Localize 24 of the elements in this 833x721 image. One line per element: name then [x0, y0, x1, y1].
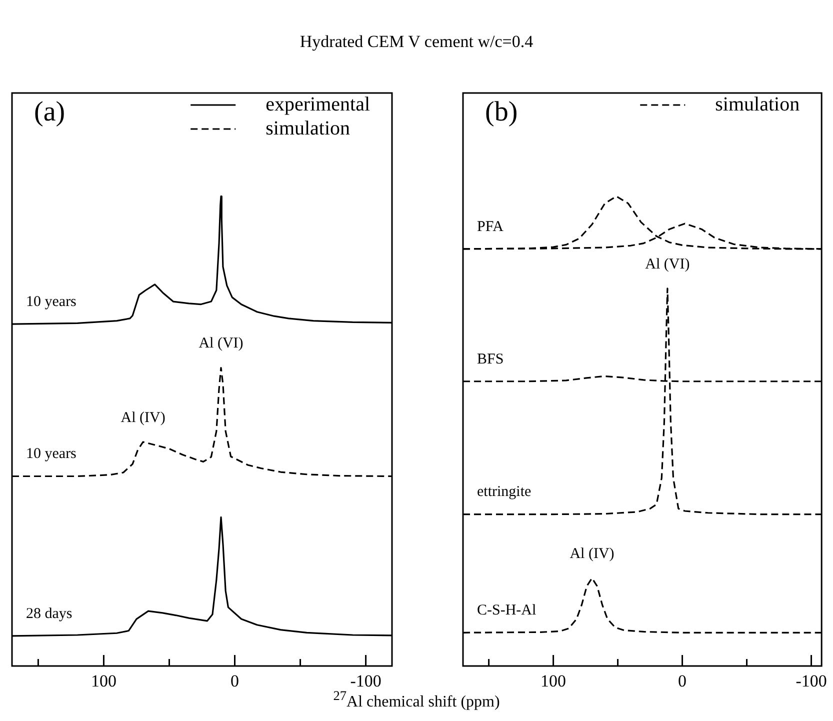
annotation: Al (IV)	[120, 410, 166, 426]
annotation: 10 years	[26, 446, 77, 462]
chart-title: Hydrated CEM V cement w/c=0.4	[298, 32, 534, 52]
annotation: Al (VI)	[645, 256, 690, 272]
annotation: Al (VI)	[198, 336, 244, 352]
annotation: 10 years	[26, 294, 77, 310]
text: (b)	[485, 96, 518, 128]
annotation: 28 days	[26, 606, 72, 622]
x-tick-label: 0	[230, 672, 240, 691]
legend-label: simulation	[715, 93, 800, 116]
annotation: ettringite	[477, 484, 532, 500]
x-tick-label: -100	[796, 672, 827, 691]
x-axis-title: $^{27}$Al chemical shift (ppm)	[333, 688, 500, 710]
legend-label: experimental	[266, 93, 370, 116]
x-tick-label: 100	[90, 672, 116, 691]
legend-label: simulation	[266, 117, 350, 140]
annotation: PFA	[477, 218, 504, 235]
x-tick-label: 0	[678, 672, 687, 691]
x-tick-label: -100	[350, 672, 382, 691]
x-tick-label: 100	[540, 672, 566, 691]
annotation: Al (IV)	[570, 546, 614, 562]
text: (a)	[34, 96, 66, 128]
annotation: BFS	[477, 351, 504, 368]
annotation: C-S-H-Al	[477, 602, 536, 619]
